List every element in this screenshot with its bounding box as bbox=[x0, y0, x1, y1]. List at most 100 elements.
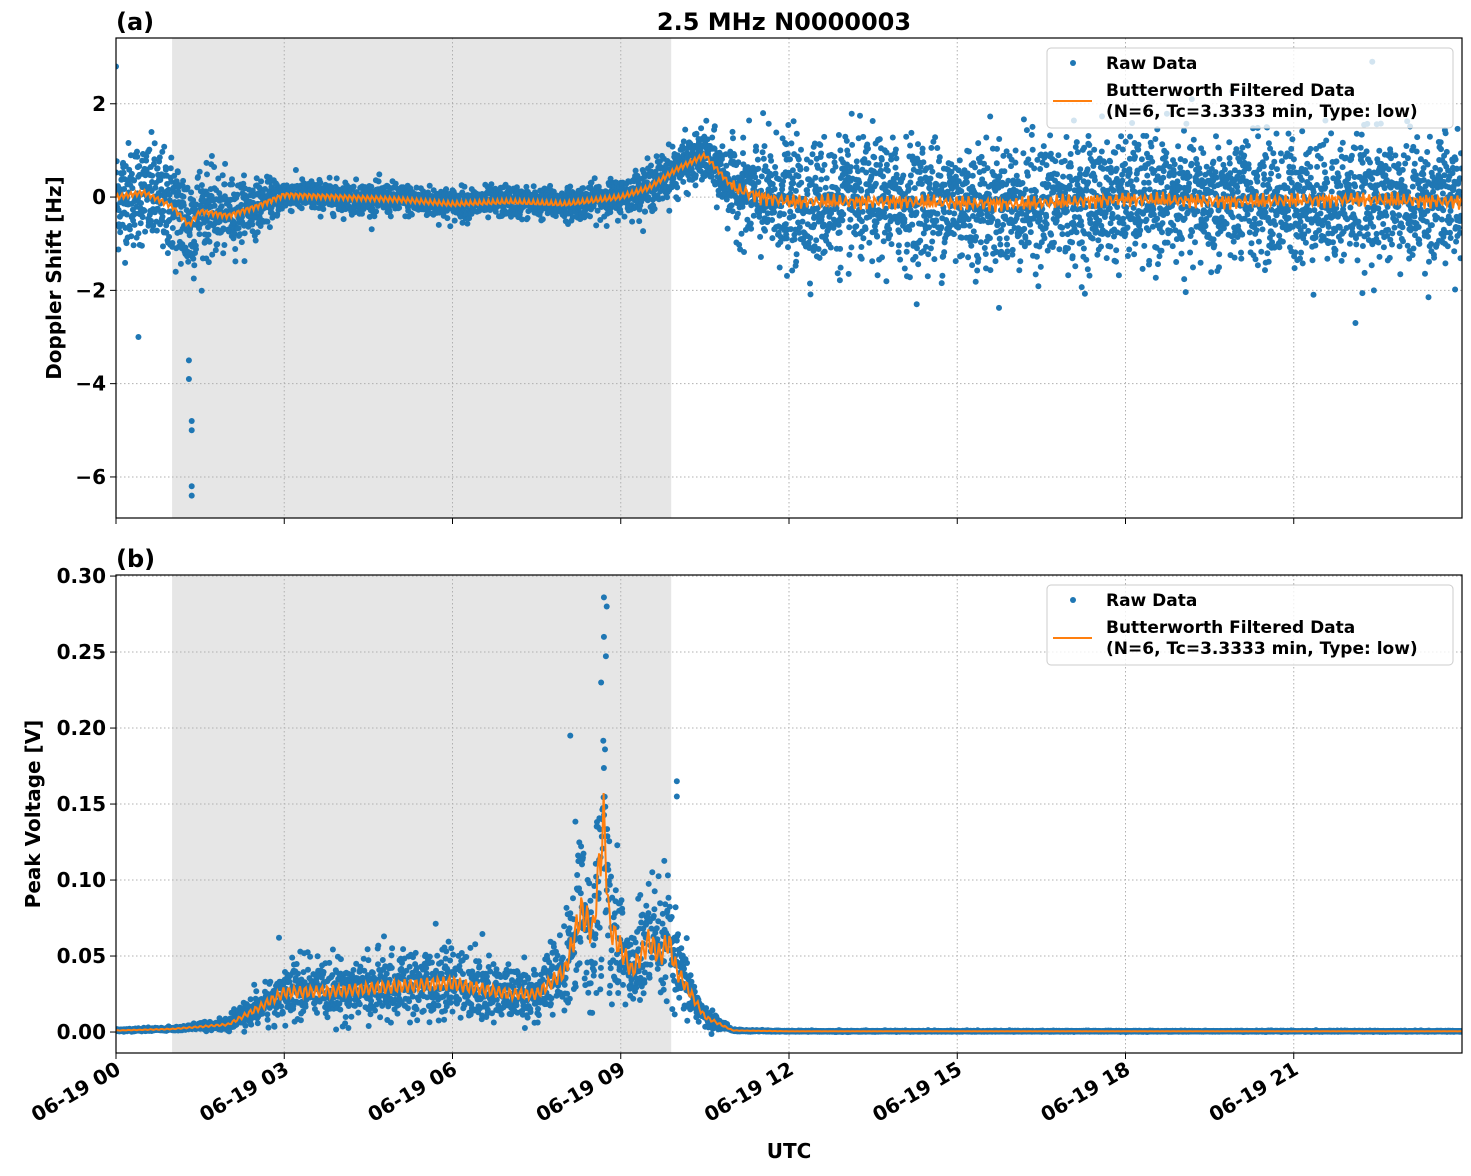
raw-data-point bbox=[1231, 239, 1237, 245]
raw-data-point bbox=[173, 269, 179, 275]
raw-data-point bbox=[178, 261, 184, 267]
raw-data-point bbox=[1222, 167, 1228, 173]
raw-data-point bbox=[1211, 236, 1217, 242]
raw-data-point bbox=[966, 149, 972, 155]
raw-data-point bbox=[1321, 162, 1327, 168]
raw-data-point bbox=[994, 160, 1000, 166]
raw-data-point bbox=[885, 168, 891, 174]
raw-data-point bbox=[122, 260, 128, 266]
raw-data-point bbox=[759, 173, 765, 179]
raw-data-point bbox=[1021, 116, 1027, 122]
raw-data-point bbox=[904, 242, 910, 248]
raw-data-point bbox=[1044, 162, 1050, 168]
raw-data-point bbox=[822, 249, 828, 255]
raw-data-point bbox=[887, 232, 893, 238]
raw-data-point bbox=[1027, 222, 1033, 228]
raw-data-point bbox=[1127, 134, 1133, 140]
raw-data-point bbox=[758, 254, 764, 260]
raw-data-point bbox=[1021, 226, 1027, 232]
raw-data-point bbox=[796, 156, 802, 162]
raw-data-point bbox=[1126, 247, 1132, 253]
raw-data-point bbox=[1120, 147, 1126, 153]
raw-data-point bbox=[1246, 166, 1252, 172]
raw-data-point bbox=[1029, 132, 1035, 138]
raw-data-point bbox=[791, 118, 797, 124]
raw-data-point bbox=[914, 209, 920, 215]
raw-data-point bbox=[712, 123, 718, 129]
raw-data-point bbox=[341, 216, 347, 222]
raw-data-point bbox=[768, 158, 774, 164]
raw-data-point bbox=[1023, 187, 1029, 193]
raw-data-point bbox=[447, 223, 453, 229]
raw-data-point bbox=[1064, 134, 1070, 140]
raw-data-point bbox=[879, 157, 885, 163]
raw-data-point bbox=[792, 236, 798, 242]
raw-data-point bbox=[766, 121, 772, 127]
raw-data-point bbox=[1196, 165, 1202, 171]
raw-data-point bbox=[190, 256, 196, 262]
raw-data-point bbox=[234, 192, 240, 198]
raw-data-point bbox=[1078, 223, 1084, 229]
raw-data-point bbox=[908, 130, 914, 136]
raw-data-point bbox=[912, 185, 918, 191]
raw-data-point bbox=[928, 145, 934, 151]
raw-data-point bbox=[239, 239, 245, 245]
raw-data-point bbox=[165, 250, 171, 256]
raw-data-point bbox=[633, 168, 639, 174]
raw-data-point bbox=[127, 226, 133, 232]
raw-data-point bbox=[1274, 131, 1280, 137]
raw-data-point bbox=[1086, 133, 1092, 139]
raw-data-point bbox=[787, 156, 793, 162]
raw-data-point bbox=[580, 185, 586, 191]
raw-data-point bbox=[865, 146, 871, 152]
raw-data-point bbox=[840, 211, 846, 217]
raw-data-point bbox=[1258, 249, 1264, 255]
raw-data-point bbox=[220, 172, 226, 178]
raw-data-point bbox=[939, 280, 945, 286]
raw-data-point bbox=[1174, 178, 1180, 184]
raw-data-point bbox=[1136, 142, 1142, 148]
raw-data-point bbox=[219, 203, 225, 209]
raw-data-point bbox=[907, 274, 913, 280]
raw-data-point bbox=[1305, 228, 1311, 234]
raw-data-point bbox=[1013, 148, 1019, 154]
raw-data-point bbox=[1304, 170, 1310, 176]
raw-data-point bbox=[846, 224, 852, 230]
raw-data-point bbox=[353, 176, 359, 182]
raw-data-point bbox=[1090, 236, 1096, 242]
raw-data-point bbox=[1116, 272, 1122, 278]
raw-data-point bbox=[1005, 248, 1011, 254]
raw-data-point bbox=[1004, 254, 1010, 260]
raw-data-point bbox=[1322, 169, 1328, 175]
raw-data-point bbox=[906, 186, 912, 192]
raw-data-point bbox=[1111, 187, 1117, 193]
raw-data-point bbox=[781, 211, 787, 217]
raw-data-point bbox=[258, 178, 264, 184]
raw-data-point bbox=[1125, 253, 1131, 259]
raw-data-point bbox=[138, 200, 144, 206]
raw-data-point bbox=[1324, 256, 1330, 262]
raw-data-point bbox=[925, 251, 931, 257]
raw-data-point bbox=[1264, 250, 1270, 256]
raw-data-point bbox=[1068, 164, 1074, 170]
raw-data-point bbox=[132, 222, 138, 228]
raw-data-point bbox=[849, 111, 855, 117]
raw-data-point bbox=[1123, 231, 1129, 237]
raw-data-point bbox=[1026, 240, 1032, 246]
raw-data-point bbox=[1210, 159, 1216, 165]
raw-data-point bbox=[902, 266, 908, 272]
raw-data-point bbox=[1055, 152, 1061, 158]
raw-data-point bbox=[1254, 227, 1260, 233]
raw-data-point bbox=[808, 159, 814, 165]
raw-data-point bbox=[168, 165, 174, 171]
raw-data-point bbox=[718, 161, 724, 167]
raw-data-point bbox=[828, 245, 834, 251]
raw-data-point bbox=[129, 185, 135, 191]
raw-data-point bbox=[170, 225, 176, 231]
raw-data-point bbox=[629, 219, 635, 225]
raw-data-point bbox=[858, 244, 864, 250]
raw-data-point bbox=[232, 246, 238, 252]
raw-data-point bbox=[1192, 239, 1198, 245]
raw-data-point bbox=[1146, 258, 1152, 264]
